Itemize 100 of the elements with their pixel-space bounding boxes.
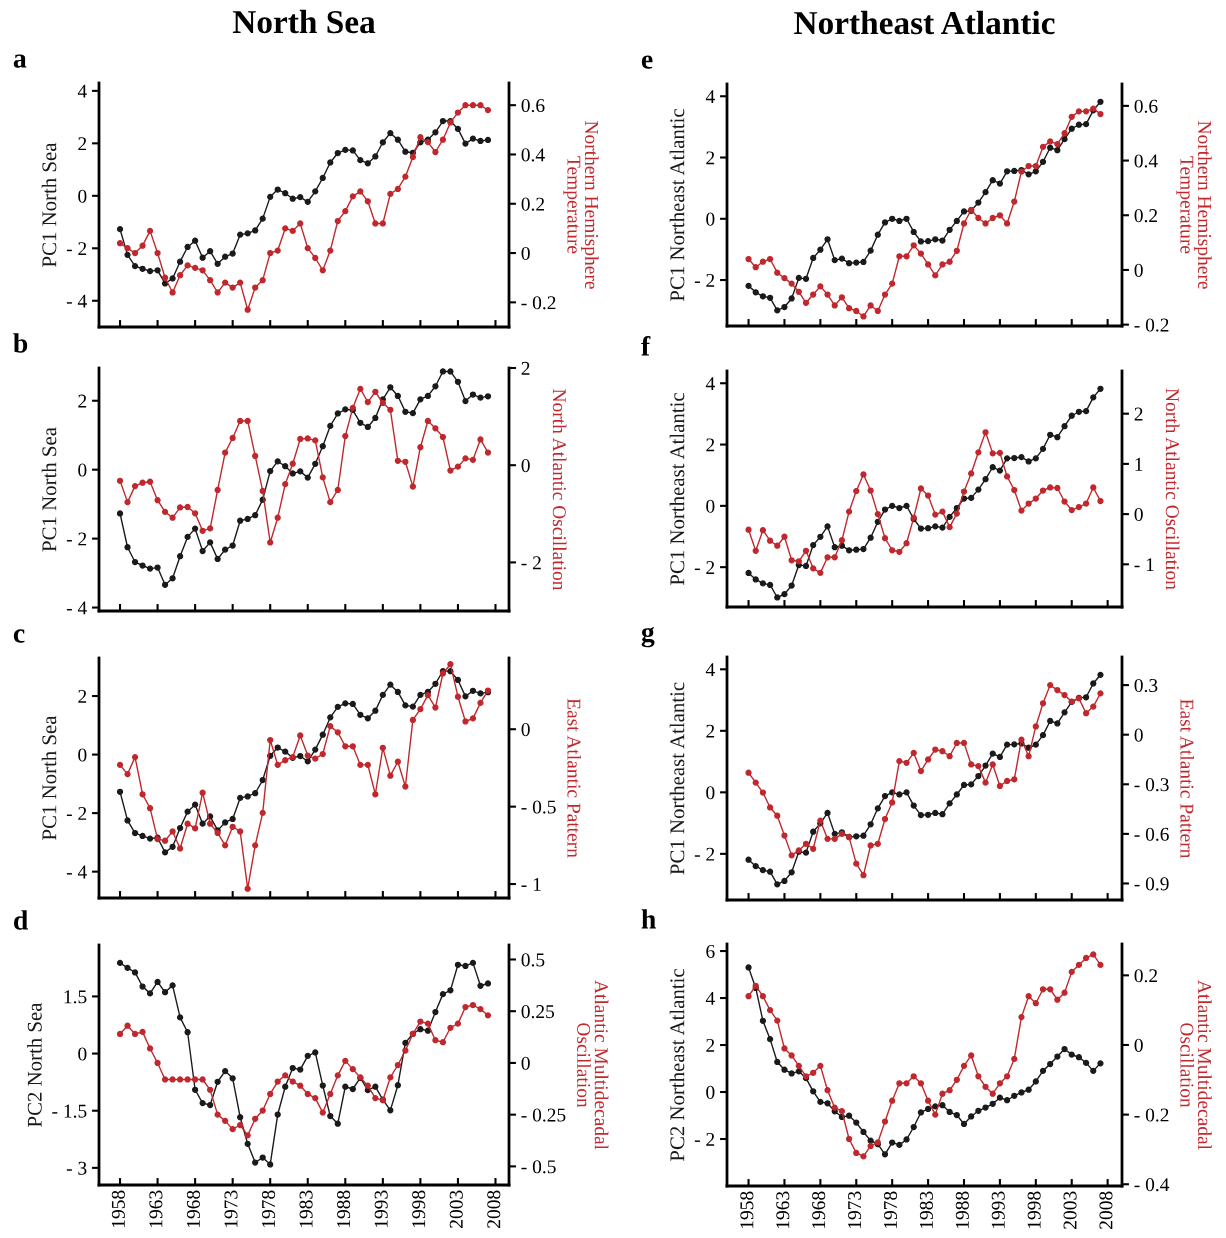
y2-axis-title: Northern Hemisphere Temperature xyxy=(1176,121,1212,289)
y-tick-label: 0 xyxy=(706,499,715,513)
y-axis-title: PC1 Northeast Atlantic xyxy=(669,682,685,875)
y2-axis-title: East Atlantic Pattern xyxy=(1180,699,1195,859)
y2-tick-label: - 0.2 xyxy=(521,296,556,310)
y-tick-label: 0 xyxy=(78,748,87,762)
y-tick-label: 4 xyxy=(705,377,715,391)
y-tick-label: 6 xyxy=(706,944,715,958)
y2-tick-label: 0 xyxy=(521,246,530,260)
text: a xyxy=(13,54,27,68)
y2-tick-label: 2 xyxy=(521,361,530,375)
y-tick-label: - 2 xyxy=(66,532,87,546)
y2-tick-label: - 0.6 xyxy=(1134,827,1169,841)
y-tick-label: 4 xyxy=(705,991,715,1005)
text: f xyxy=(641,335,651,356)
x-tick-label: 1973 xyxy=(224,1190,238,1228)
y2-axis-title: North Atlantic Oscillation xyxy=(552,389,567,591)
x-tick-label: 2008 xyxy=(1099,1191,1113,1229)
y-tick-label: - 2 xyxy=(694,847,715,861)
y2-tick-label: - 0.9 xyxy=(1134,877,1169,891)
y2-axis-title: Northern Hemisphere Temperature xyxy=(563,121,599,289)
y2-tick-label: - 0.5 xyxy=(521,800,556,814)
y-tick-label: 4 xyxy=(77,84,87,98)
y2-tick-label: 2 xyxy=(1134,407,1143,421)
x-tick-label: 1958 xyxy=(111,1190,125,1228)
text: g xyxy=(641,626,655,648)
x-tick-label: 2003 xyxy=(1063,1191,1077,1229)
text: c xyxy=(13,629,25,643)
y-tick-label: 2 xyxy=(78,394,87,408)
y-tick-label: 0 xyxy=(78,1047,87,1061)
y2-tick-label: - 0.3 xyxy=(1134,778,1169,792)
x-tick-label: 1963 xyxy=(776,1191,790,1229)
y-tick-label: 0 xyxy=(78,463,87,477)
y-tick-label: 2 xyxy=(706,151,715,165)
y2-tick-label: 0.6 xyxy=(1134,99,1158,113)
y2-tick-label: 0 xyxy=(521,459,530,473)
y2-tick-label: - 2 xyxy=(521,556,541,570)
y-axis-title: PC2 North Sea xyxy=(27,1002,42,1127)
y2-tick-label: 0 xyxy=(1134,728,1143,742)
y-tick-label: 0 xyxy=(706,786,715,800)
y2-axis-title: Atlantic Multidecadal Oscillation xyxy=(1180,980,1212,1150)
y-tick-label: - 2 xyxy=(694,1132,715,1146)
y2-tick-label: 0.5 xyxy=(521,953,545,967)
y-axis-title: PC1 Northeast Atlantic xyxy=(669,109,685,302)
x-tick-label: 1998 xyxy=(412,1190,426,1228)
x-tick-label: 1958 xyxy=(740,1191,754,1229)
x-tick-label: 1978 xyxy=(261,1190,276,1228)
y-tick-label: 1.5 xyxy=(64,990,87,1004)
y-tick-label: - 3 xyxy=(66,1161,87,1175)
y-tick-label: - 4 xyxy=(66,865,87,879)
x-tick-label: 1983 xyxy=(919,1191,933,1229)
y-tick-label: - 2 xyxy=(694,561,715,574)
y-tick-label: - 1.5 xyxy=(52,1104,87,1118)
y-tick-label: 2 xyxy=(706,724,715,738)
y2-tick-label: 0 xyxy=(1134,263,1143,277)
y2-tick-label: - 0.2 xyxy=(1134,318,1169,332)
y-tick-label: 4 xyxy=(705,90,715,103)
y-tick-label: - 2 xyxy=(694,273,715,287)
y-tick-label: 0 xyxy=(706,1085,715,1099)
y-axis-title: PC1 Northeast Atlantic xyxy=(669,393,685,586)
y2-tick-label: - 0.5 xyxy=(521,1160,556,1174)
y-tick-label: - 2 xyxy=(66,242,87,256)
x-tick-label: 2008 xyxy=(487,1190,501,1228)
y2-tick-label: 0 xyxy=(521,1056,530,1070)
y-tick-label: - 4 xyxy=(66,601,87,615)
y-tick-label: - 2 xyxy=(66,806,87,820)
y2-tick-label: 0.2 xyxy=(1134,209,1158,223)
text: d xyxy=(14,910,29,930)
x-tick-label: 1963 xyxy=(149,1190,163,1228)
y2-axis-title: East Atlantic Pattern xyxy=(567,698,582,858)
x-tick-label: 1988 xyxy=(337,1190,351,1228)
x-tick-label: 1983 xyxy=(299,1190,313,1228)
y2-tick-label: 0.2 xyxy=(521,197,545,211)
y-tick-label: 0 xyxy=(78,189,87,203)
y2-tick-label: - 1 xyxy=(521,877,541,891)
y-tick-label: - 4 xyxy=(66,294,87,308)
y2-tick-label: - 0.2 xyxy=(1134,1108,1169,1122)
x-tick-label: 2003 xyxy=(449,1190,463,1228)
x-tick-label: 1998 xyxy=(1027,1191,1041,1229)
x-tick-label: 1988 xyxy=(955,1191,969,1229)
y-axis-title: PC1 North Sea xyxy=(41,715,57,840)
text: h xyxy=(641,909,656,929)
text: b xyxy=(13,333,28,353)
y-tick-label: 2 xyxy=(706,438,715,452)
y2-axis-title: Atlantic Multidecadal Oscillation xyxy=(577,980,609,1150)
chart-title: North Sea xyxy=(232,9,376,34)
y2-tick-label: 0.3 xyxy=(1134,678,1158,693)
y2-tick-label: 0.4 xyxy=(1134,154,1158,168)
y2-tick-label: - 0.4 xyxy=(1134,1178,1170,1192)
y-tick-label: 2 xyxy=(78,689,87,703)
y-tick-label: 2 xyxy=(706,1038,715,1052)
y-axis-title: PC1 North Sea xyxy=(41,142,57,267)
y2-tick-label: 0 xyxy=(1134,1038,1143,1052)
y2-tick-label: 1 xyxy=(1135,457,1143,471)
y2-tick-label: - 0.25 xyxy=(521,1108,566,1122)
y-tick-label: 0 xyxy=(706,212,715,226)
y2-tick-label: 0.4 xyxy=(521,148,545,162)
y2-axis-title: North Atlantic Oscillation xyxy=(1165,388,1180,590)
y2-tick-label: 0 xyxy=(521,723,530,737)
x-tick-label: 1993 xyxy=(374,1190,388,1228)
